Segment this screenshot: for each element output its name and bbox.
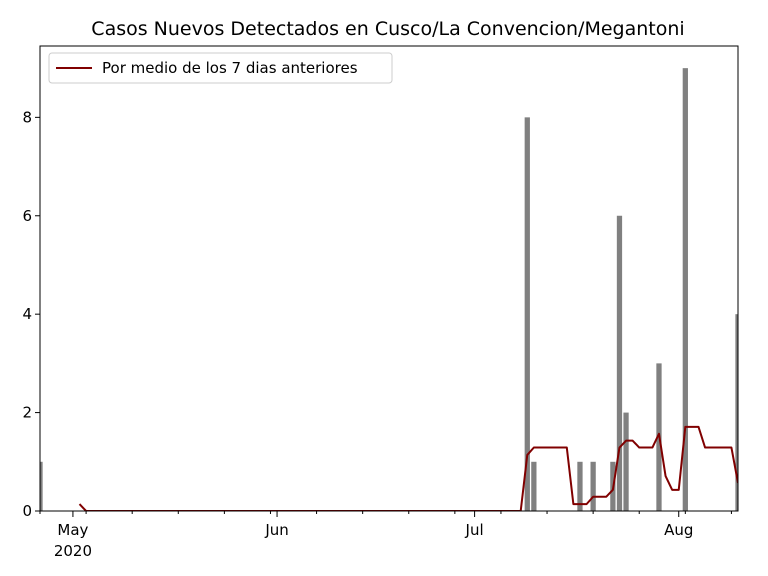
bar-2020-04-26 [40,461,43,511]
bar-2020-08-10 [735,314,738,511]
x-tick-label-Jun: Jun [264,521,288,539]
plot-marks [40,68,738,511]
x-tick-label-Jul: Jul [465,521,484,539]
bar-2020-07-19 [590,461,596,511]
series-line-moving-average [78,425,738,511]
plot-area [40,68,738,511]
x-tick-label-Aug: Aug [664,521,693,539]
bar-2020-07-24 [623,412,629,511]
legend: Por medio de los 7 dias anteriores [48,52,393,84]
legend-label-moving-average: Por medio de los 7 dias anteriores [102,59,358,77]
y-tick-label-0: 0 [22,502,32,520]
bar-2020-07-17 [577,461,583,511]
y-tick-label-8: 8 [22,108,32,126]
y-tick-label-6: 6 [22,207,32,225]
y-tick-label-2: 2 [22,404,32,422]
plot-frame [39,45,739,512]
bar-2020-07-10 [531,461,537,511]
bar-2020-07-09 [524,117,530,511]
x-tick-sublabel-2020: 2020 [54,542,92,560]
chart-title: Casos Nuevos Detectados en Cusco/La Conv… [91,18,684,40]
legend-box [48,52,393,84]
bar-2020-08-02 [682,68,688,511]
x-tick-label-May: May [57,521,88,539]
y-tick-label-4: 4 [22,305,32,323]
bar-2020-07-23 [616,215,623,511]
axis-ticks: 0 2 4 6 8 May 2020 Jun Jul Aug [22,108,732,560]
